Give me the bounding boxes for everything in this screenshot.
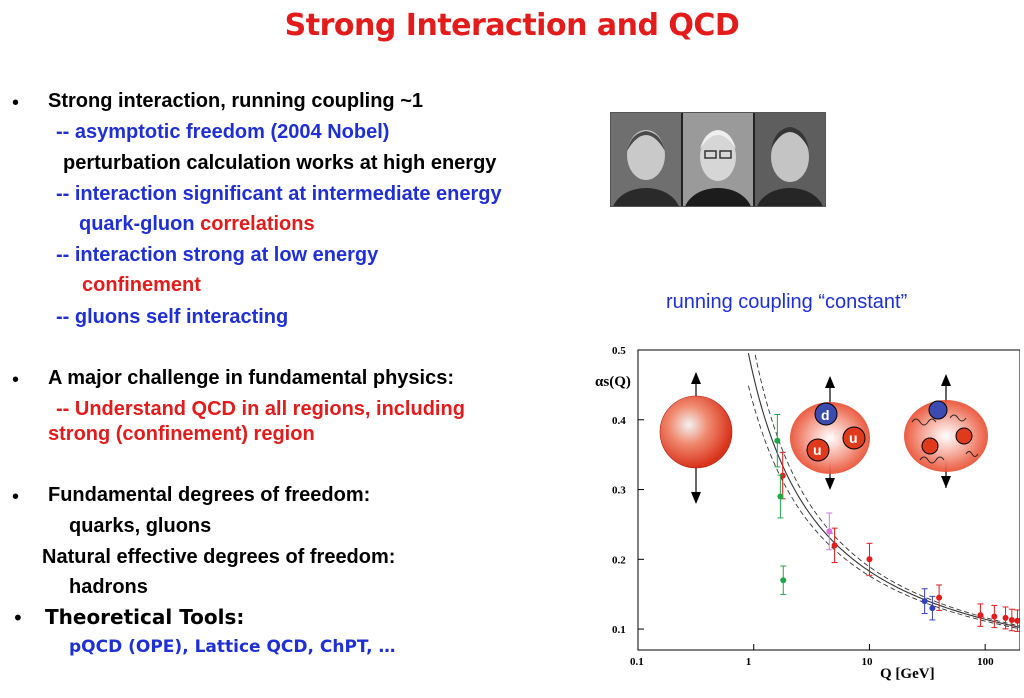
bullet-3: • [12,486,20,508]
theory-curve [747,385,1020,630]
quark-label-u1: u [849,430,858,446]
y-tick-label: 0.4 [612,415,626,427]
text-quark-gluon-correlations: quark-gluon correlations [79,213,315,236]
text-intermediate-energy: -- interaction significant at intermedia… [56,183,502,205]
nobel-laureate-photos [610,112,826,207]
bullet-4: • [12,606,24,630]
text-effective-dof: Natural effective degrees of freedom: [42,546,396,568]
laureate-photo-1 [611,113,681,206]
quark-gluon-illustration [904,374,988,488]
y-tick-label: 0.5 [612,345,626,357]
quark-label-u2: u [813,442,822,458]
theory-curve [747,352,1020,628]
text-strong-region: strong (confinement) region [48,423,315,445]
text-fundamental-dof: Fundamental degrees of freedom: [48,484,371,506]
proton-illustration [659,372,733,504]
data-points [774,413,1020,632]
x-tick-label: 1 [746,656,752,668]
text-quarks-gluons: quarks, gluons [69,515,212,537]
quark-label-d: d [821,407,830,423]
y-tick-label: 0.2 [612,554,626,566]
text-understand-qcd: -- Understand QCD in all regions, includ… [56,398,465,420]
text-theoretical-tools: Theoretical Tools: [45,605,245,629]
bullet-1: • [12,92,20,114]
theory-curves [747,352,1020,630]
text-quark-gluon: quark-gluon [79,213,201,235]
text-correlations: correlations [200,213,315,235]
text-perturbation: perturbation calculation works at high e… [63,152,497,174]
x-tick-label: 0.1 [630,656,644,668]
data-point [774,437,781,444]
text-major-challenge: A major challenge in fundamental physics… [48,367,455,389]
bullet-2: • [12,369,20,391]
data-point [921,598,928,605]
data-point [929,605,936,612]
laureate-photo-2 [683,113,753,206]
text-asymptotic-freedom: -- asymptotic freedom (2004 Nobel) [56,121,390,143]
running-coupling-chart: 0.10.20.30.40.5 0.1 1 10 100 αs(Q) Q [GeV] … [595,345,1020,682]
data-point [831,542,838,549]
y-axis-label: αs(Q) [595,374,631,390]
slide-title: Strong Interaction and QCD [284,8,740,43]
data-point [780,577,787,584]
text-confinement: confinement [82,274,201,296]
text-strong-interaction: Strong interaction, running coupling ~1 [48,90,423,112]
plot-frame [637,349,1020,651]
y-tick-label: 0.3 [612,485,626,497]
running-coupling-caption: running coupling “constant” [666,291,908,313]
text-hadrons: hadrons [69,576,148,598]
text-tools-list: pQCD (OPE), Lattice QCD, ChPT, … [69,637,396,657]
text-gluons-self: -- gluons self interacting [56,306,289,328]
data-point [1008,617,1015,623]
data-point [866,556,873,563]
data-point [977,612,984,619]
y-tick-label: 0.1 [612,624,626,636]
constituent-quark-illustration: d u u [790,376,870,490]
data-point [936,594,943,601]
data-point [1002,614,1009,621]
x-axis-label: Q [GeV] [880,666,935,682]
data-point [991,613,998,620]
text-low-energy: -- interaction strong at low energy [56,244,379,266]
data-point [1014,617,1020,624]
theory-curve [754,354,1020,627]
laureate-photo-3 [755,113,825,206]
x-tick-label: 100 [977,656,994,668]
x-tick-label: 10 [861,656,873,668]
data-point [826,528,833,535]
data-point [777,493,784,500]
